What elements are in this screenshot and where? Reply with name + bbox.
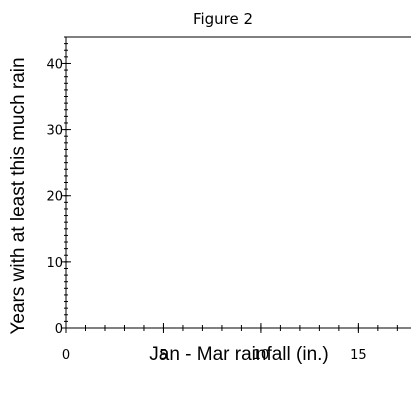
y-tick-label: 20	[46, 190, 63, 205]
x-tick-label: 5	[159, 348, 167, 363]
y-tick-label: 10	[46, 256, 63, 271]
y-tick-labels: 0 10 20 30 40	[46, 57, 63, 337]
chart-title: Figure 2	[193, 10, 253, 28]
y-tick-label: 30	[46, 124, 63, 139]
x-tick-label: 0	[62, 348, 70, 363]
x-major-ticks	[65, 323, 359, 333]
y-tick-label: 0	[55, 322, 63, 337]
x-tick-label: 10	[253, 348, 270, 363]
x-tick-labels: 0 5 10 15	[62, 348, 367, 363]
y-axis-label: Years with at least this much rain	[8, 57, 29, 334]
x-axis-label: Jan - Mar rainfall (in.)	[149, 344, 329, 365]
y-tick-label: 40	[46, 57, 63, 72]
x-tick-label: 15	[350, 348, 367, 363]
y-major-ticks	[61, 62, 71, 329]
